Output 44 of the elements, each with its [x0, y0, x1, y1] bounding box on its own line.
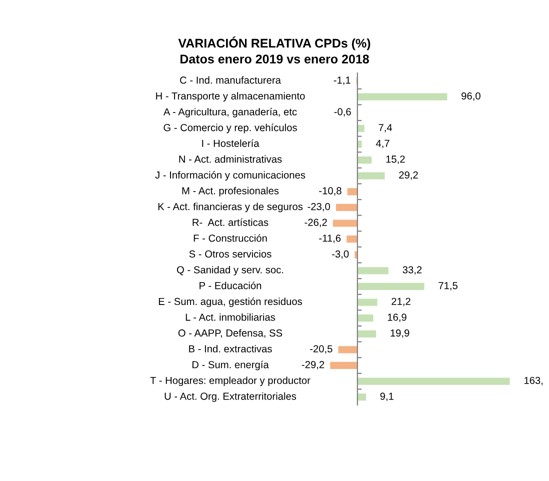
data-label: 163, [524, 376, 543, 386]
y-tick-label: M - Act. profesionales [182, 186, 279, 196]
y-tick-label: K - Act. financieras y de seguros [158, 202, 303, 212]
y-tick-label: H - Transporte y almacenamiento [156, 92, 305, 102]
data-label: 4,7 [376, 140, 390, 148]
data-label: -20,5 [310, 345, 332, 354]
y-tick-label: N - Act. administrativas [179, 155, 282, 163]
data-label: 9,1 [380, 392, 394, 402]
y-tick-label: U - Act. Org. Extraterritoriales [164, 392, 296, 402]
y-tick-label: L - Act. inmobiliarias [186, 313, 276, 321]
data-label: -26,2 [304, 218, 327, 228]
data-label: 71,5 [438, 282, 458, 290]
data-label: 19,9 [390, 329, 410, 338]
y-tick-label: P - Educación [200, 282, 262, 290]
y-tick-label: I - Hostelería [202, 139, 260, 147]
data-label: 16,9 [388, 314, 406, 322]
data-label: -3,0 [332, 250, 349, 259]
y-tick-label: G - Comercio y rep. vehículos [164, 124, 297, 134]
data-label: -10,8 [319, 187, 342, 196]
data-label: -1,1 [334, 76, 350, 85]
y-tick-label: E - Sum. agua, gestión residuos [158, 297, 302, 308]
data-label: 15,2 [386, 156, 405, 164]
y-tick-label: R- Act. artísticas [192, 218, 268, 226]
chart-subtitle: Datos enero 2019 vs enero 2018 [180, 54, 369, 64]
data-label: 29,2 [399, 171, 418, 180]
y-tick-label: A - Agricultura, ganadería, etc [163, 108, 297, 118]
y-tick-label: T - Hogares: empleador y productor [150, 376, 310, 386]
chart-title: VARIACIÓN RELATIVA CPDs (%) [178, 36, 370, 50]
data-label: -29,2 [302, 361, 324, 370]
y-tick-label: Q - Sanidad y serv. soc. [177, 266, 284, 276]
data-label: -11,6 [319, 234, 341, 243]
y-tick-label: D - Sum. energía [192, 360, 269, 370]
y-tick-label: S - Otros servicios [189, 250, 272, 258]
y-tick-label: C - Ind. manufacturera [180, 76, 281, 84]
data-label: 7,4 [378, 124, 392, 132]
y-tick-label: F - Construcción [194, 234, 267, 242]
data-label: 21,2 [392, 298, 410, 306]
data-label: 33,2 [402, 266, 422, 275]
data-label: -23,0 [308, 202, 330, 212]
data-label: -0,6 [334, 108, 351, 117]
y-tick-label: B - Ind. extractivas [189, 344, 272, 352]
y-tick-label: O - AAPP, Defensa, SS [178, 329, 282, 338]
data-label: 96,0 [462, 92, 480, 101]
y-tick-label: J - Información y comunicaciones [155, 171, 306, 181]
